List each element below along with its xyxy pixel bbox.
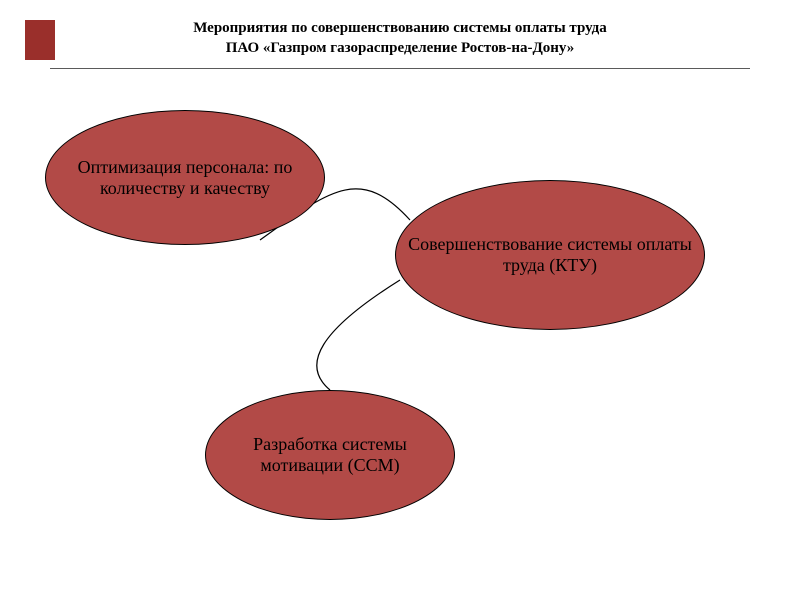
- page-title: Мероприятия по совершенствованию системы…: [50, 18, 750, 59]
- connector-line: [317, 280, 400, 390]
- title-divider: [50, 68, 750, 69]
- ellipse-ktu: Совершенствование системы оплаты труда (…: [395, 180, 705, 330]
- ellipse-label: Совершенствование системы оплаты труда (…: [408, 234, 692, 276]
- slide: Мероприятия по совершенствованию системы…: [0, 0, 800, 600]
- title-line-1: Мероприятия по совершенствованию системы…: [193, 20, 607, 36]
- ellipse-ssm: Разработка системы мотивации (ССМ): [205, 390, 455, 520]
- connectors-layer: [0, 0, 800, 600]
- ellipse-opt: Оптимизация персонала: по количеству и к…: [45, 110, 325, 245]
- ellipse-label: Оптимизация персонала: по количеству и к…: [58, 157, 312, 199]
- title-line-2: ПАО «Газпром газораспределение Ростов-на…: [226, 40, 575, 56]
- ellipse-label: Разработка системы мотивации (ССМ): [218, 434, 442, 476]
